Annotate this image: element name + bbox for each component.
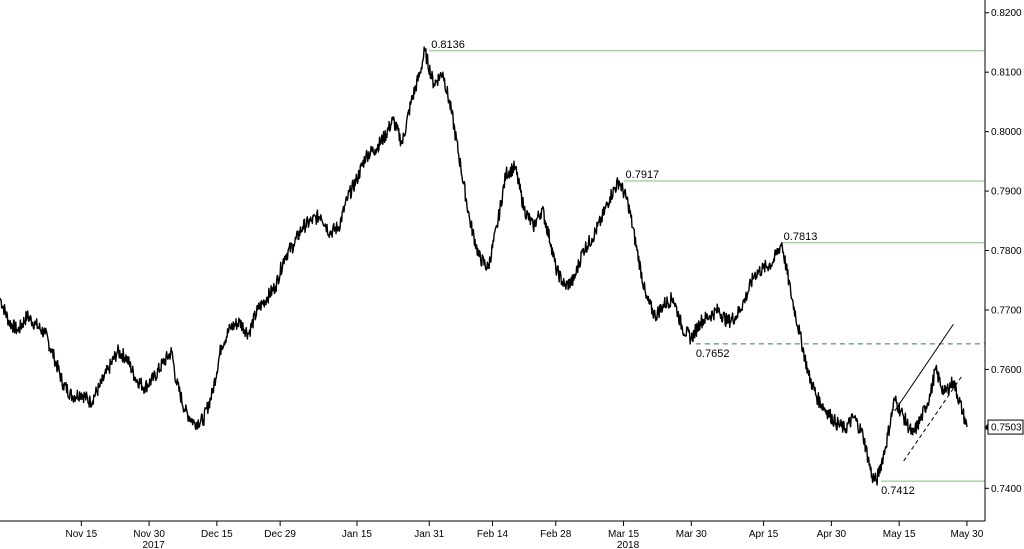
x-tick-label-4: Jan 15 [342,529,372,540]
x-tick-label-11: Apr 30 [817,529,847,540]
trend-line-1 [903,375,963,462]
x-tick-label-12: May 15 [883,529,916,540]
price-series-line [0,46,968,486]
y-tick-label-2: 0.7600 [991,365,1022,376]
x-tick-label-2: Dec 15 [201,529,233,540]
x-tick-label-9: Mar 30 [676,529,708,540]
level-labels: 0.8136 0.7917 0.7813 0.7652 0.7412 [431,39,914,497]
y-tick-label-7: 0.8100 [991,68,1022,79]
y-tick-label-4: 0.7800 [991,246,1022,257]
x-tick-label-7: Feb 28 [540,529,572,540]
level-label-2: 0.7813 [784,231,818,243]
level-label-3: 0.7652 [696,348,730,360]
x-tick-label-0: Nov 15 [65,529,97,540]
x-tick-label-3: Dec 29 [264,529,296,540]
y-tick-label-0: 0.7400 [991,484,1022,495]
x-tick-label-13: May 30 [951,529,984,540]
y-tick-label-6: 0.8000 [991,127,1022,138]
x-tick-label-8: Mar 15 [608,529,640,540]
x-tick-label-10: Apr 15 [749,529,779,540]
x-tick-label-5: Jan 31 [414,529,444,540]
x-year-label-0: 2017 [142,540,165,549]
trend-line-0 [894,323,954,412]
y-tick-label-8: 0.8200 [991,8,1022,19]
level-label-4: 0.7412 [881,485,915,497]
x-year-label-1: 2018 [617,540,640,549]
level-label-0: 0.8136 [431,39,465,51]
y-tick-label-5: 0.7900 [991,187,1022,198]
level-label-1: 0.7917 [626,169,660,181]
last-value-label: 0.7503 [991,423,1022,434]
x-tick-label-6: Feb 14 [477,529,509,540]
x-tick-label-1: Nov 30 [133,529,165,540]
trend-lines [894,323,963,462]
horizontal-levels [429,50,985,482]
y-tick-label-3: 0.7700 [991,305,1022,316]
last-value-pointer [985,423,988,432]
